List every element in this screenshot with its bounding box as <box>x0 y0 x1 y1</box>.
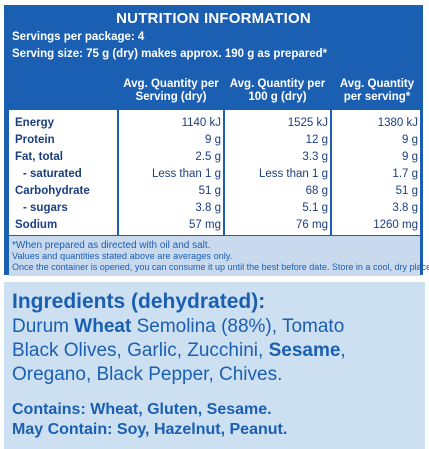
contains-statement: Contains: Wheat, Gluten, Sesame. <box>12 401 272 418</box>
table-row: Protein 9 g 12 g 9 g <box>9 132 420 149</box>
table-row: Sodium 57 mg 76 mg 1260 mg <box>9 217 420 234</box>
nutrition-footnotes: *When prepared as directed with oil and … <box>9 236 429 276</box>
cell-value: 1140 kJ <box>181 117 221 129</box>
cell-value: 1525 kJ <box>287 117 328 129</box>
cell-value: 9 g <box>402 134 418 146</box>
column-header-per-serving-prepared: Avg. Quantity per serving* <box>332 72 422 110</box>
cell-value: Less than 1 g <box>258 168 328 180</box>
cell-value: 57 mg <box>189 219 221 231</box>
ingredients-title: Ingredients (dehydrated): <box>12 290 266 313</box>
cell-value: Less than 1 g <box>151 168 221 180</box>
cell-value: 1.7 g <box>392 168 418 180</box>
footnote: Values and quantities stated above are a… <box>12 251 233 262</box>
allergen-wheat: Wheat <box>74 316 132 337</box>
table-row: - saturated Less than 1 g Less than 1 g … <box>9 166 420 183</box>
cell-value: 51 g <box>198 185 221 197</box>
row-label: Fat, total <box>15 151 63 163</box>
table-row: Energy 1140 kJ 1525 kJ 1380 kJ <box>9 115 420 132</box>
allergen-sesame: Sesame <box>268 340 341 361</box>
column-header-per-serving: Avg. Quantity per Serving (dry) <box>119 72 223 110</box>
serving-size: Serving size: 75 g (dry) makes approx. 1… <box>12 48 328 60</box>
cell-value: 9 g <box>205 134 221 146</box>
footnote: *When prepared as directed with oil and … <box>12 240 211 251</box>
table-row: - sugars 3.8 g 5.1 g 3.8 g <box>9 200 420 217</box>
row-label: Carbohydrate <box>15 185 90 197</box>
nutrition-table: Energy 1140 kJ 1525 kJ 1380 kJ Protein 9… <box>9 110 420 235</box>
nutrition-title: NUTRITION INFORMATION <box>116 10 311 27</box>
column-divider <box>330 110 332 235</box>
ingredients-line: Oregano, Black Pepper, Chives. <box>12 364 283 385</box>
column-header-per-100g: Avg. Quantity per 100 g (dry) <box>225 72 330 110</box>
table-row: Carbohydrate 51 g 68 g 51 g <box>9 183 420 200</box>
column-divider <box>223 110 225 235</box>
cell-value: 1260 mg <box>373 219 418 231</box>
cell-value: 5.1 g <box>302 202 328 214</box>
ingredients-panel: Ingredients (dehydrated): Durum Wheat Se… <box>4 282 425 449</box>
cell-value: 3.3 g <box>302 151 328 163</box>
ingredients-line: Durum Wheat Semolina (88%), Tomato <box>12 316 345 337</box>
allergen-statement: Contains: Wheat, Gluten, Sesame. May Con… <box>12 400 287 440</box>
row-label: - sugars <box>23 202 68 214</box>
footnote: Once the container is opened, you can co… <box>12 262 429 273</box>
ingredients-list: Durum Wheat Semolina (88%), Tomato Black… <box>12 315 346 387</box>
cell-value: 3.8 g <box>195 202 221 214</box>
servings-per-package: Servings per package: 4 <box>12 31 145 43</box>
cell-value: 68 g <box>305 185 328 197</box>
table-row: Fat, total 2.5 g 3.3 g 9 g <box>9 149 420 166</box>
row-label: Energy <box>15 117 54 129</box>
row-label: Protein <box>15 134 55 146</box>
cell-value: 3.8 g <box>392 202 418 214</box>
row-label: - saturated <box>23 168 82 180</box>
cell-value: 12 g <box>305 134 328 146</box>
nutrition-panel: NUTRITION INFORMATION Servings per packa… <box>4 5 429 276</box>
row-label: Sodium <box>15 219 58 231</box>
may-contain-statement: May Contain: Soy, Hazelnut, Peanut. <box>12 421 288 438</box>
cell-value: 51 g <box>395 185 418 197</box>
cell-value: 1380 kJ <box>377 117 418 129</box>
cell-value: 76 mg <box>296 219 328 231</box>
cell-value: 2.5 g <box>195 151 221 163</box>
cell-value: 9 g <box>402 151 418 163</box>
column-divider <box>117 110 119 235</box>
ingredients-line: Black Olives, Garlic, Zucchini, Sesame, <box>12 340 346 361</box>
